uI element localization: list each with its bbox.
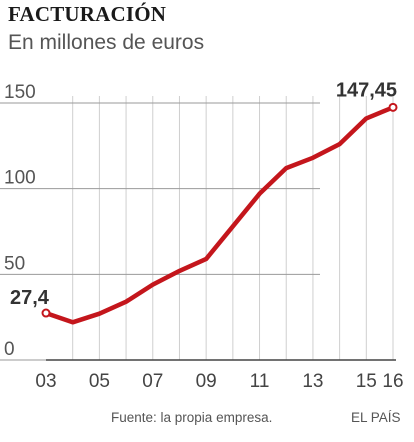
- x-tick-label: 13: [302, 371, 323, 392]
- data-label-end: 147,45: [336, 79, 397, 101]
- source-note: Fuente: la propia empresa.: [111, 410, 273, 425]
- y-tick-label: 0: [4, 339, 15, 360]
- chart-title: FACTURACIÓN: [8, 2, 167, 26]
- y-tick-label: 50: [4, 253, 25, 274]
- x-tick-label: 07: [142, 371, 163, 392]
- y-tick-label: 100: [4, 168, 36, 189]
- x-tick-label: 11: [250, 371, 270, 392]
- data-label-start: 27,4: [10, 287, 50, 309]
- x-tick-label: 09: [196, 371, 217, 392]
- data-point-end: [388, 102, 398, 112]
- x-tick-label: 16: [382, 371, 403, 392]
- x-tick-label: 03: [35, 371, 56, 392]
- x-tick-label: 05: [89, 371, 110, 392]
- publisher-brand: EL PAÍS: [351, 410, 401, 425]
- x-tick-label: 15: [356, 371, 377, 392]
- y-tick-label: 150: [4, 82, 36, 103]
- chart-subtitle: En millones de euros: [8, 31, 205, 54]
- data-point-start: [41, 308, 51, 318]
- revenue-line-chart: 0 50 100 150 03 05 07 09 11 13 15 16 27,4 147,45: [0, 79, 404, 392]
- revenue-series-line: [43, 105, 396, 325]
